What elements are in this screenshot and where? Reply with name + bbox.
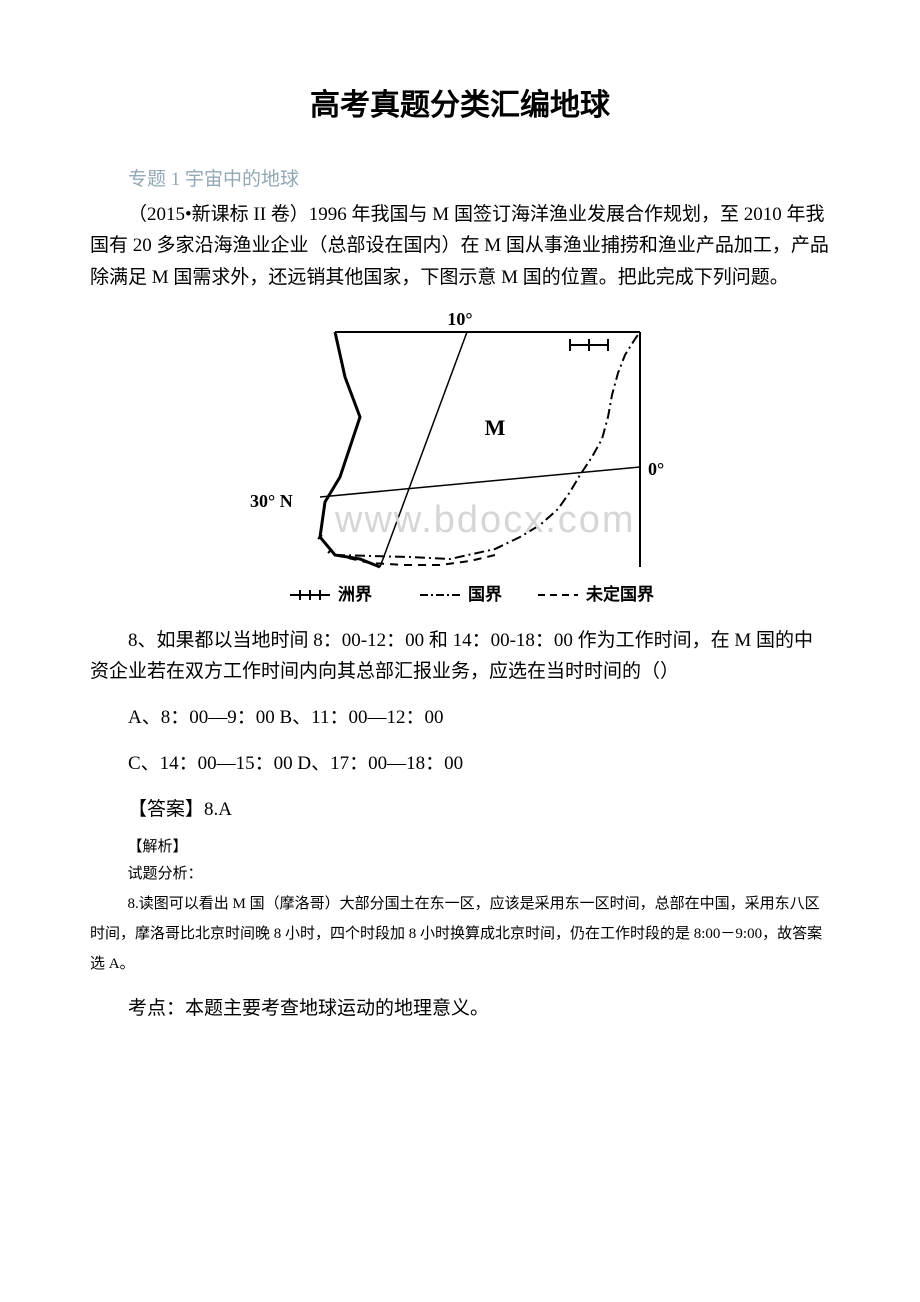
options-line-1: A、8：00—9：00 B、11：00—12：00 — [90, 702, 830, 734]
section-subtitle: 专题 1 宇宙中的地球 — [90, 164, 830, 191]
legend-undefined: 未定国界 — [585, 584, 654, 604]
page-title: 高考真题分类汇编地球 — [90, 80, 830, 124]
map-figure: 10° 0° 30° N M www.bdocx.com — [90, 307, 830, 607]
analysis-subheading: 试题分析： — [90, 862, 830, 883]
watermark: www.bdocx.com — [334, 499, 636, 541]
analysis-heading: 【解析】 — [90, 835, 830, 856]
exam-point: 考点：本题主要考查地球运动的地理意义。 — [90, 993, 830, 1020]
answer-text: 【答案】8.A — [90, 794, 830, 821]
lon2-label: 0° — [648, 459, 664, 479]
question-text: 8、如果都以当地时间 8：00-12：00 和 14：00-18：00 作为工作… — [90, 625, 830, 688]
map-svg: 10° 0° 30° N M www.bdocx.com — [240, 307, 680, 607]
analysis-body: 8.读图可以看出 M 国（摩洛哥）大部分国土在东一区，应该是采用东一区时间，总部… — [90, 889, 830, 979]
options-line-2: C、14：00—15：00 D、17：00—18：00 — [90, 748, 830, 780]
country-label: M — [485, 415, 506, 440]
intro-paragraph: （2015•新课标 II 卷）1996 年我国与 M 国签订海洋渔业发展合作规划… — [90, 199, 830, 293]
legend-continent: 洲界 — [338, 585, 372, 604]
lon-label: 10° — [447, 309, 472, 329]
legend-border: 国界 — [468, 585, 502, 604]
lat-label: 30° N — [250, 491, 293, 511]
